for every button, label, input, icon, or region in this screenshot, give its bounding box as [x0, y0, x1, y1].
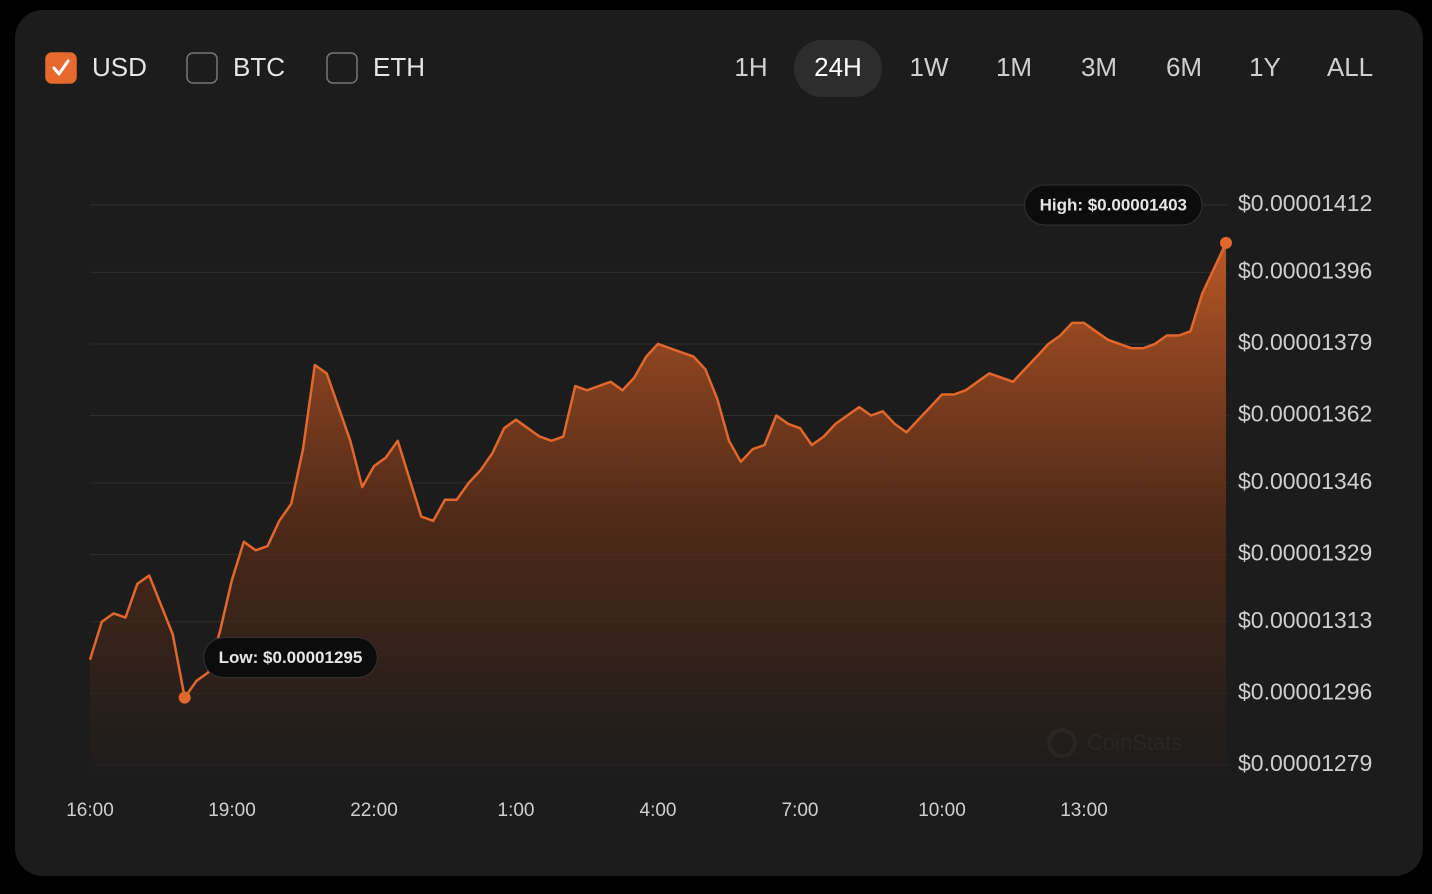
x-tick-label: 4:00	[640, 800, 677, 821]
range-button[interactable]: 1Y	[1249, 52, 1281, 82]
y-tick-label: $0.00001379	[1238, 329, 1372, 355]
range-label[interactable]: 6M	[1166, 52, 1202, 82]
low-label: Low: $0.00001295	[219, 648, 363, 667]
currency-toggle[interactable]: BTC	[186, 52, 285, 84]
range-button[interactable]: 1W	[910, 52, 949, 82]
checkbox[interactable]	[326, 52, 358, 84]
range-button[interactable]: 1M	[996, 52, 1032, 82]
high-label: High: $0.00001403	[1040, 195, 1187, 214]
checkbox[interactable]	[45, 52, 77, 84]
y-tick-label: $0.00001329	[1238, 540, 1372, 566]
range-button[interactable]: 3M	[1081, 52, 1117, 82]
currency-toggle[interactable]: ETH	[326, 52, 425, 84]
range-label[interactable]: 3M	[1081, 52, 1117, 82]
tooltip-bg	[1024, 184, 1203, 226]
range-button[interactable]: 1H	[734, 52, 767, 82]
tooltip-bg	[203, 637, 378, 679]
y-tick-label: $0.00001296	[1238, 678, 1372, 704]
y-tick-label: $0.00001346	[1238, 468, 1372, 494]
x-tick-label: 16:00	[66, 800, 114, 821]
x-tick-label: 22:00	[350, 800, 398, 821]
low-point	[178, 691, 191, 704]
range-button[interactable]: 6M	[1166, 52, 1202, 82]
checkbox[interactable]	[186, 52, 218, 84]
range-label[interactable]: 24H	[814, 52, 862, 82]
range-button[interactable]: 24H	[794, 40, 882, 97]
checkmark	[52, 59, 70, 76]
currency-toggle[interactable]: USD	[45, 52, 147, 84]
range-button[interactable]: ALL	[1327, 52, 1373, 82]
currency-label[interactable]: BTC	[233, 52, 285, 82]
range-label[interactable]: 1M	[996, 52, 1032, 82]
y-tick-label: $0.00001279	[1238, 750, 1372, 776]
x-tick-label: 1:00	[498, 800, 535, 821]
high-point	[1220, 236, 1232, 249]
line	[88, 242, 1228, 699]
range-label[interactable]: 1Y	[1249, 52, 1281, 82]
y-tick-label: $0.00001362	[1238, 401, 1372, 427]
range-label[interactable]: 1H	[734, 52, 767, 82]
y-tick-label: $0.00001396	[1238, 257, 1372, 283]
currency-label[interactable]: USD	[92, 52, 147, 82]
range-label[interactable]: ALL	[1327, 52, 1373, 82]
x-tick-label: 13:00	[1060, 800, 1108, 821]
y-tick-label: $0.00001412	[1238, 190, 1372, 216]
x-tick-label: 10:00	[918, 800, 966, 821]
y-tick-label: $0.00001313	[1238, 607, 1372, 633]
range-label[interactable]: 1W	[910, 52, 949, 82]
x-tick-label: 7:00	[782, 800, 819, 821]
x-tick-label: 19:00	[208, 800, 256, 821]
range-selected-bg[interactable]	[794, 40, 882, 97]
currency-label[interactable]: ETH	[373, 52, 425, 82]
